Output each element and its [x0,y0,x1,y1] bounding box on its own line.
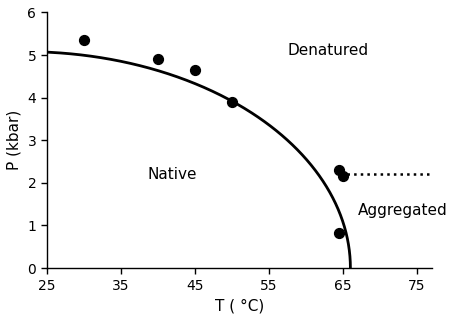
Point [335,168,342,173]
Point [339,174,346,179]
Point [228,99,235,104]
Y-axis label: P (kbar): P (kbar) [7,110,22,170]
X-axis label: T ( °C): T ( °C) [214,298,263,313]
Point [154,57,161,62]
Text: Native: Native [148,167,197,182]
Point [80,37,87,43]
Text: Aggregated: Aggregated [357,203,447,218]
Point [335,230,342,235]
Point [191,68,198,73]
Text: Denatured: Denatured [287,43,368,58]
